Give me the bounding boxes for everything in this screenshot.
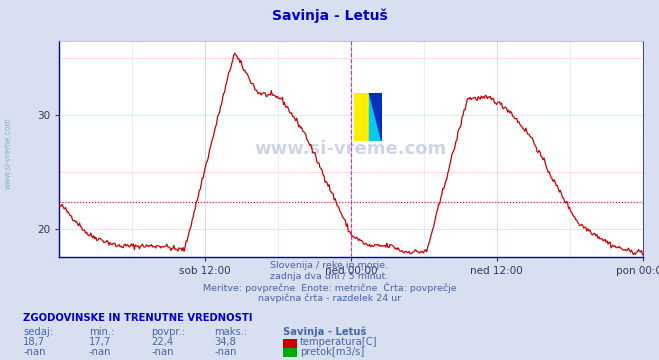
Polygon shape — [370, 93, 382, 141]
Text: Savinja - Letuš: Savinja - Letuš — [272, 9, 387, 23]
Text: -nan: -nan — [89, 347, 111, 357]
Text: www.si-vreme.com: www.si-vreme.com — [255, 140, 447, 158]
Text: www.si-vreme.com: www.si-vreme.com — [4, 117, 13, 189]
Text: Meritve: povprečne  Enote: metrične  Črta: povprečje: Meritve: povprečne Enote: metrične Črta:… — [203, 282, 456, 293]
Text: zadnja dva dni / 5 minut.: zadnja dva dni / 5 minut. — [270, 272, 389, 281]
Text: 34,8: 34,8 — [214, 337, 236, 347]
Text: sedaj:: sedaj: — [23, 327, 53, 337]
Text: Savinja - Letuš: Savinja - Letuš — [283, 327, 367, 337]
Text: navpična črta - razdelek 24 ur: navpična črta - razdelek 24 ur — [258, 293, 401, 303]
Text: maks.:: maks.: — [214, 327, 247, 337]
Polygon shape — [370, 93, 382, 141]
Text: 22,4: 22,4 — [152, 337, 174, 347]
Text: -nan: -nan — [152, 347, 174, 357]
Text: Slovenija / reke in morje.: Slovenija / reke in morje. — [270, 261, 389, 270]
Polygon shape — [355, 93, 370, 141]
Text: 17,7: 17,7 — [89, 337, 111, 347]
Text: povpr.:: povpr.: — [152, 327, 186, 337]
Text: pretok[m3/s]: pretok[m3/s] — [300, 347, 364, 357]
Text: ZGODOVINSKE IN TRENUTNE VREDNOSTI: ZGODOVINSKE IN TRENUTNE VREDNOSTI — [23, 312, 252, 323]
Text: min.:: min.: — [89, 327, 115, 337]
Text: temperatura[C]: temperatura[C] — [300, 337, 378, 347]
Text: -nan: -nan — [214, 347, 237, 357]
Text: -nan: -nan — [23, 347, 45, 357]
Text: 18,7: 18,7 — [23, 337, 45, 347]
